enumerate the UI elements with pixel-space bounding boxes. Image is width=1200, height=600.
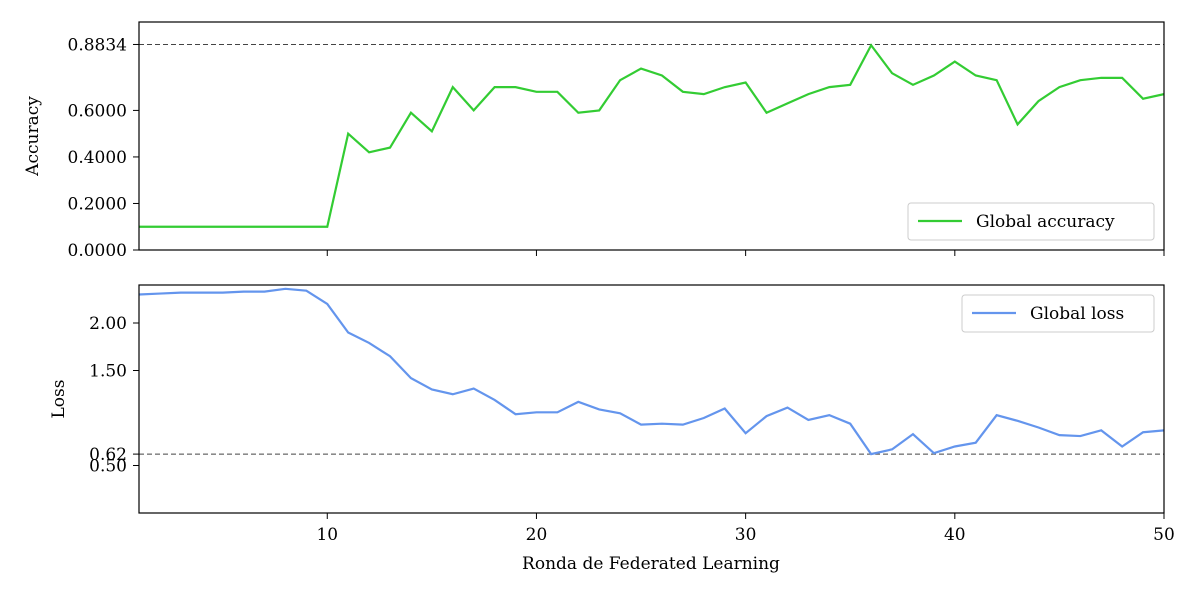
x-tick-label: 20 — [526, 525, 548, 545]
loss-y-ticks: 0.500.62 1.50 2.00 — [89, 314, 139, 477]
x-tick-label: 30 — [735, 525, 757, 545]
accuracy-y-tick-label: 0.6000 — [68, 101, 127, 121]
accuracy-y-tick-label: 0.2000 — [68, 194, 127, 214]
x-tick-label: 10 — [316, 525, 338, 545]
x-tick-label: 50 — [1153, 525, 1175, 545]
accuracy-y-tick-label: 0.0000 — [68, 241, 127, 261]
accuracy-x-ticks — [326, 250, 1165, 256]
loss-series-line — [138, 287, 1165, 456]
x-axis-label: Ronda de Federated Learning — [522, 554, 780, 574]
loss-y-tick-label: 2.00 — [89, 314, 127, 334]
loss-y-tick-label: 0.50 — [89, 457, 127, 477]
loss-plot-frame — [138, 284, 1165, 514]
loss-legend-label: Global loss — [1030, 304, 1124, 324]
x-tick-label: 40 — [944, 525, 966, 545]
loss-y-tick-label: 0.62 — [89, 445, 127, 465]
loss-y-tick-label: 1.50 — [89, 362, 127, 382]
loss-y-axis-label: Loss — [49, 380, 69, 419]
accuracy-y-tick-label: 0.4000 — [68, 148, 127, 168]
loss-legend-box — [961, 294, 1155, 333]
loss-legend: Global loss — [961, 294, 1155, 333]
accuracy-legend: Global accuracy — [907, 202, 1155, 241]
accuracy-legend-label: Global accuracy — [976, 212, 1115, 232]
accuracy-y-axis-label: Accuracy — [23, 96, 43, 177]
accuracy-series-line — [139, 43, 1165, 228]
accuracy-legend-box — [907, 202, 1155, 241]
accuracy-y-tick-label: 0.8834 — [68, 35, 127, 55]
loss-panel: 0.500.62 1.50 2.00 10 20 30 40 50 Loss Ronda d… — [49, 284, 1175, 574]
accuracy-y-ticks: 0.0000 0.2000 0.4000 0.6000 0.8834 — [68, 35, 139, 261]
loss-x-ticks: 10 20 30 40 50 — [316, 513, 1175, 545]
accuracy-plot-frame — [138, 21, 1165, 251]
